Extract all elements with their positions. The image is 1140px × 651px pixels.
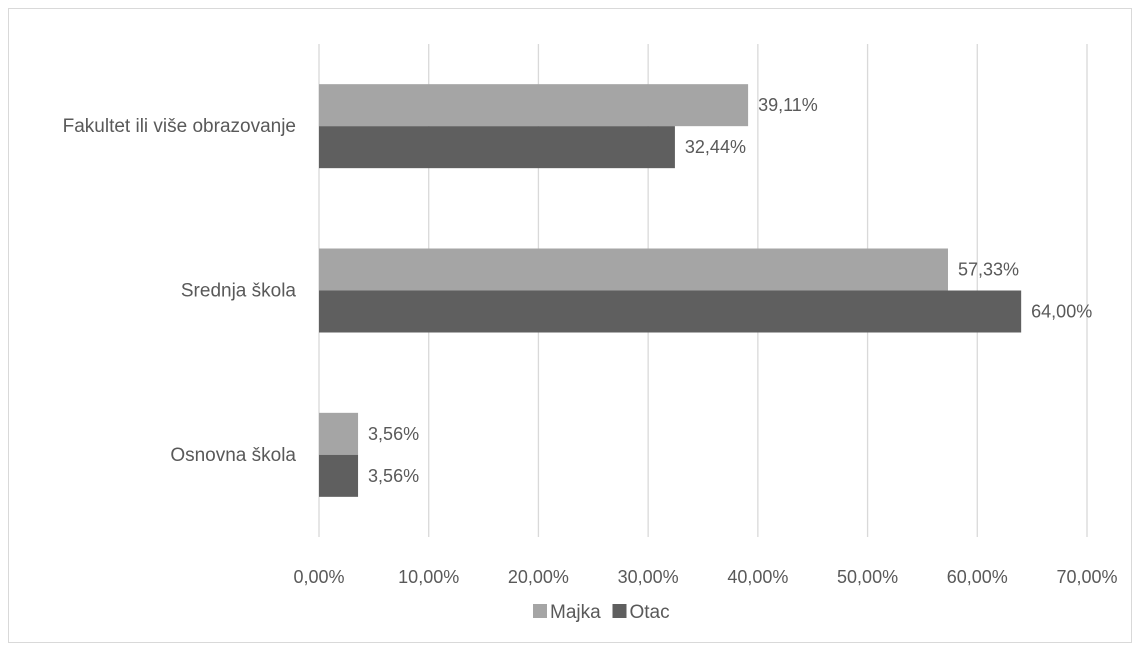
x-tick-label: 0,00% [293,567,344,587]
bar-otac-1 [319,290,1022,333]
bar-otac-2 [319,454,359,497]
category-labels: Fakultet ili više obrazovanje Srednja ško… [63,116,297,466]
bar-majka-0 [319,84,749,127]
data-label: 39,11% [758,95,818,115]
x-tick-label: 30,00% [618,567,679,587]
x-tick-labels: 0,00% 10,00% 20,00% 30,00% 40,00% 50,00% 60,00… [293,567,1117,587]
legend-label-majka: Majka [550,602,601,623]
bar-majka-2 [319,412,359,455]
data-label: 64,00% [1031,302,1092,322]
legend: Majka Otac [533,602,670,623]
data-label: 57,33% [958,260,1019,280]
legend-swatch-otac [612,604,627,618]
x-tick-label: 10,00% [398,567,459,587]
data-label: 3,56% [368,466,419,486]
bars [319,84,1022,497]
x-tick-label: 40,00% [727,567,788,587]
x-tick-label: 20,00% [508,567,569,587]
category-label: Fakultet ili više obrazovanje [63,116,296,137]
x-tick-label: 70,00% [1056,567,1117,587]
x-tick-label: 60,00% [947,567,1008,587]
data-label: 32,44% [685,137,746,157]
legend-swatch-majka [533,604,547,618]
x-tick-label: 50,00% [837,567,898,587]
legend-label-otac: Otac [630,602,670,623]
data-labels: 39,11% 32,44% 57,33% 64,00% 3,56% 3,56% [368,95,1092,486]
bar-majka-1 [319,248,948,291]
category-label: Osnovna škola [170,445,296,466]
data-label: 3,56% [368,424,419,444]
bar-otac-0 [319,126,675,169]
category-label: Srednja škola [181,281,297,302]
